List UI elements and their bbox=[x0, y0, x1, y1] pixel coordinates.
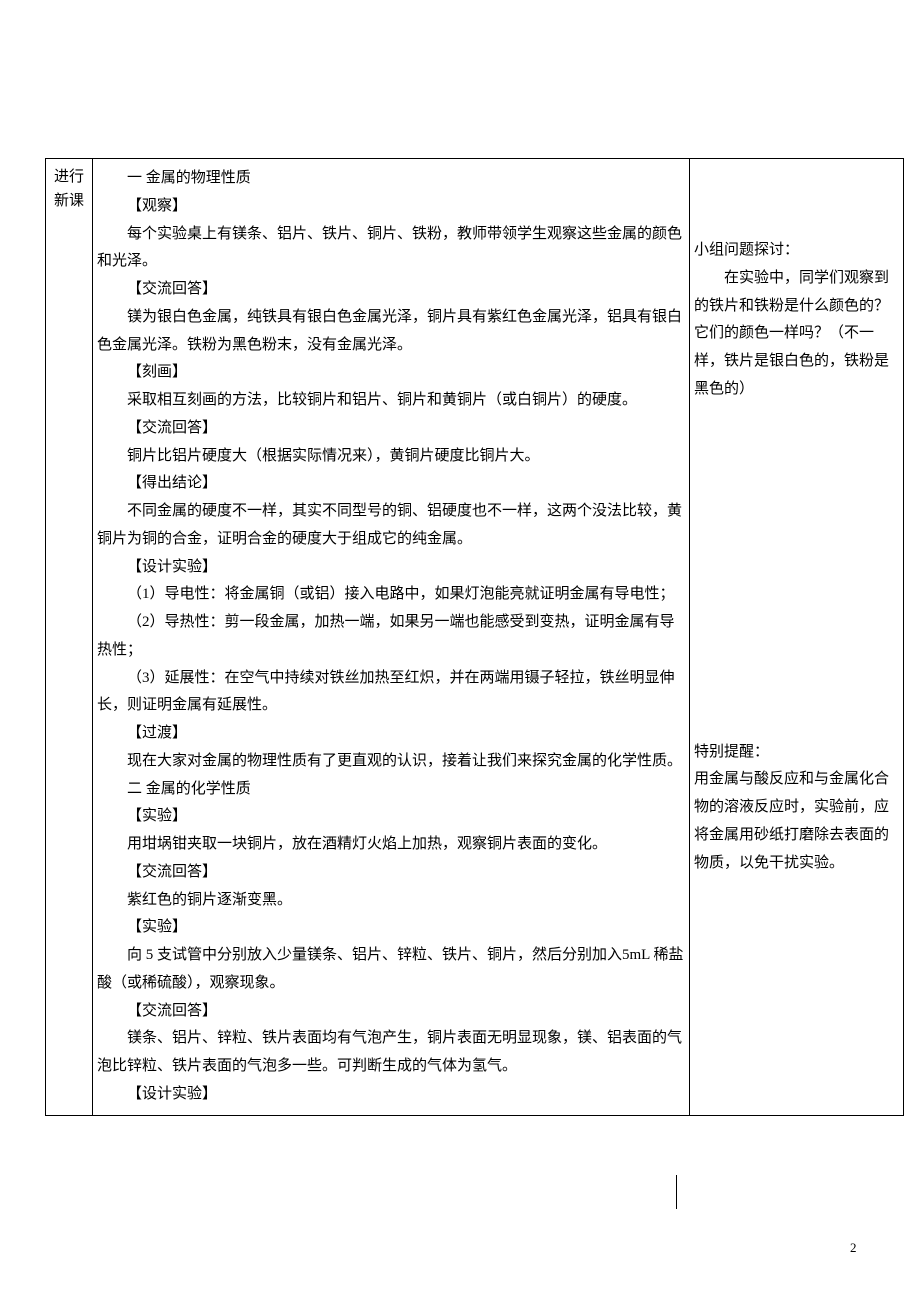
para: （3）延展性：在空气中持续对铁丝加热至红炽，并在两端用镊子轻拉，铁丝明显伸长，则… bbox=[97, 665, 685, 721]
para: 向 5 支试管中分别放入少量镁条、铝片、锌粒、铁片、铜片，然后分别加入5mL 稀… bbox=[97, 942, 685, 998]
note-body: 用金属与酸反应和与金属化合物的溶液反应时，实验前，应将金属用砂纸打磨除去表面的物… bbox=[694, 766, 899, 877]
vertical-mark bbox=[676, 1175, 677, 1209]
para: （2）导热性：剪一段金属，加热一端，如果另一端也能感受到变热，证明金属有导热性； bbox=[97, 609, 685, 665]
para: 现在大家对金属的物理性质有了更直观的认识，接着让我们来探究金属的化学性质。 bbox=[97, 748, 685, 776]
label-line-2: 新课 bbox=[54, 189, 84, 213]
note-block-2: 特别提醒： 用金属与酸反应和与金属化合物的溶液反应时，实验前，应将金属用砂纸打磨… bbox=[694, 739, 899, 878]
para: 每个实验桌上有镁条、铝片、铁片、铜片、铁粉，教师带领学生观察这些金属的颜色和光泽… bbox=[97, 221, 685, 277]
tag-observe: 【观察】 bbox=[97, 193, 685, 221]
tag-experiment: 【实验】 bbox=[97, 803, 685, 831]
para: （1）导电性：将金属铜（或铝）接入电路中，如果灯泡能亮就证明金属有导电性； bbox=[97, 581, 685, 609]
row-label: 进行 新课 bbox=[50, 165, 88, 213]
tag-answer: 【交流回答】 bbox=[97, 998, 685, 1026]
para: 不同金属的硬度不一样，其实不同型号的铜、铝硬度也不一样，这两个没法比较，黄铜片为… bbox=[97, 498, 685, 554]
lesson-table: 进行 新课 一 金属的物理性质 【观察】 每个实验桌上有镁条、铝片、铁片、铜片、… bbox=[45, 158, 904, 1116]
note-title: 特别提醒： bbox=[694, 739, 899, 767]
para: 用坩埚钳夹取一块铜片，放在酒精灯火焰上加热，观察铜片表面的变化。 bbox=[97, 831, 685, 859]
tag-design: 【设计实验】 bbox=[97, 554, 685, 582]
tag-design: 【设计实验】 bbox=[97, 1081, 685, 1109]
tag-experiment: 【实验】 bbox=[97, 914, 685, 942]
para: 紫红色的铜片逐渐变黑。 bbox=[97, 887, 685, 915]
para: 铜片比铝片硬度大（根据实际情况来），黄铜片硬度比铜片大。 bbox=[97, 443, 685, 471]
body-cell: 一 金属的物理性质 【观察】 每个实验桌上有镁条、铝片、铁片、铜片、铁粉，教师带… bbox=[93, 159, 690, 1116]
label-line-1: 进行 bbox=[54, 165, 84, 189]
section-heading-1: 一 金属的物理性质 bbox=[97, 165, 685, 193]
tag-transition: 【过渡】 bbox=[97, 720, 685, 748]
page-number: 2 bbox=[850, 1240, 857, 1256]
para: 镁为银白色金属，纯铁具有银白色金属光泽，铜片具有紫红色金属光泽，铝具有银白色金属… bbox=[97, 304, 685, 360]
tag-answer: 【交流回答】 bbox=[97, 276, 685, 304]
tag-carve: 【刻画】 bbox=[97, 359, 685, 387]
tag-answer: 【交流回答】 bbox=[97, 415, 685, 443]
row-label-cell: 进行 新课 bbox=[46, 159, 93, 1116]
note-body: 在实验中，同学们观察到的铁片和铁粉是什么颜色的？它们的颜色一样吗？（不一样，铁片… bbox=[694, 265, 899, 404]
notes-cell: 小组问题探讨： 在实验中，同学们观察到的铁片和铁粉是什么颜色的？它们的颜色一样吗… bbox=[690, 159, 904, 1116]
page: 进行 新课 一 金属的物理性质 【观察】 每个实验桌上有镁条、铝片、铁片、铜片、… bbox=[0, 158, 920, 1116]
tag-answer: 【交流回答】 bbox=[97, 859, 685, 887]
para: 镁条、铝片、锌粒、铁片表面均有气泡产生，铜片表面无明显现象，镁、铝表面的气泡比锌… bbox=[97, 1025, 685, 1081]
para: 采取相互刻画的方法，比较铜片和铝片、铜片和黄铜片（或白铜片）的硬度。 bbox=[97, 387, 685, 415]
section-heading-2: 二 金属的化学性质 bbox=[97, 776, 685, 804]
note-block-1: 小组问题探讨： 在实验中，同学们观察到的铁片和铁粉是什么颜色的？它们的颜色一样吗… bbox=[694, 237, 899, 404]
tag-conclusion: 【得出结论】 bbox=[97, 470, 685, 498]
note-title: 小组问题探讨： bbox=[694, 237, 899, 265]
